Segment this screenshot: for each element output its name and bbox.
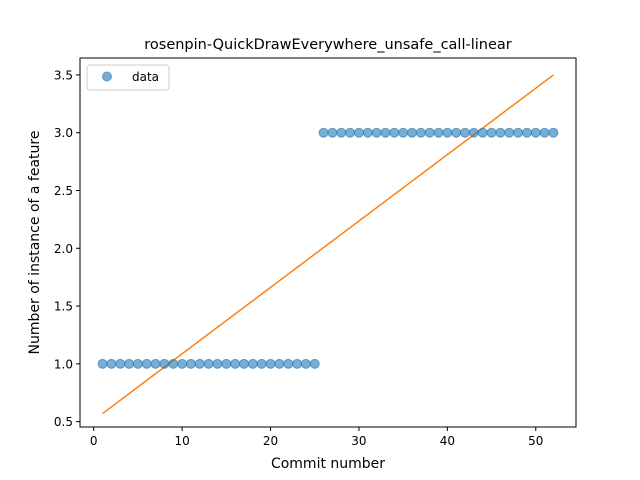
- data-point: [194, 358, 205, 369]
- legend-label-data: data: [132, 70, 159, 84]
- data-point: [362, 127, 373, 138]
- data-point: [495, 127, 506, 138]
- data-point: [433, 127, 444, 138]
- data-point: [318, 127, 329, 138]
- data-point: [97, 358, 108, 369]
- data-point: [539, 127, 550, 138]
- data-point: [256, 358, 267, 369]
- x-tick-label: 40: [440, 434, 455, 448]
- data-point: [141, 358, 152, 369]
- data-point: [371, 127, 382, 138]
- x-axis-label: Commit number: [271, 456, 385, 472]
- data-point: [185, 358, 196, 369]
- data-point: [504, 127, 515, 138]
- y-axis-label: Number of instance of a feature: [27, 131, 43, 355]
- y-tick-label: 0.5: [54, 415, 73, 429]
- data-point: [521, 127, 532, 138]
- data-point: [132, 358, 143, 369]
- data-point: [548, 127, 559, 138]
- data-point: [177, 358, 188, 369]
- x-tick-label: 0: [90, 434, 98, 448]
- x-tick-label: 10: [174, 434, 189, 448]
- data-point: [486, 127, 497, 138]
- data-point: [239, 358, 250, 369]
- data-point: [115, 358, 126, 369]
- data-point: [468, 127, 479, 138]
- data-point: [292, 358, 303, 369]
- data-point: [247, 358, 258, 369]
- data-point: [203, 358, 214, 369]
- data-point: [274, 358, 285, 369]
- data-point: [353, 127, 364, 138]
- data-point: [309, 358, 320, 369]
- data-point: [106, 358, 117, 369]
- legend: data: [86, 64, 170, 91]
- data-point: [336, 127, 347, 138]
- axes-frame: [79, 57, 577, 428]
- y-tick-label: 3.5: [54, 68, 73, 82]
- data-point: [389, 127, 400, 138]
- y-tick-label: 1.0: [54, 357, 73, 371]
- data-point: [460, 127, 471, 138]
- data-point: [300, 358, 311, 369]
- data-point: [159, 358, 170, 369]
- legend-box: [86, 64, 170, 91]
- x-tick-label: 30: [351, 434, 366, 448]
- y-tick-label: 1.5: [54, 300, 73, 314]
- data-point: [451, 127, 462, 138]
- data-point: [530, 127, 541, 138]
- y-tick-label: 2.5: [54, 184, 73, 198]
- data-point: [406, 127, 417, 138]
- data-point: [212, 358, 223, 369]
- x-tick-label: 50: [528, 434, 543, 448]
- y-tick-label: 2.0: [54, 242, 73, 256]
- data-point: [124, 358, 135, 369]
- chart-title: rosenpin-QuickDrawEverywhere_unsafe_call…: [144, 37, 512, 53]
- x-axis-ticks: 0 10 20 30 40 50: [90, 427, 543, 448]
- data-point: [283, 358, 294, 369]
- data-point: [221, 358, 232, 369]
- data-point: [513, 127, 524, 138]
- data-point: [424, 127, 435, 138]
- legend-marker: [102, 71, 112, 82]
- data-point: [380, 127, 391, 138]
- data-points-layer: [97, 127, 559, 369]
- data-point: [265, 358, 276, 369]
- data-point: [477, 127, 488, 138]
- data-point: [230, 358, 241, 369]
- data-point: [168, 358, 179, 369]
- data-point: [442, 127, 453, 138]
- data-point: [150, 358, 161, 369]
- data-point: [415, 127, 426, 138]
- y-axis-ticks: 0.5 1.0 1.5 2.0 2.5 3.0 3.5: [54, 68, 80, 429]
- data-point: [327, 127, 338, 138]
- data-point: [345, 127, 356, 138]
- x-tick-label: 20: [263, 434, 278, 448]
- data-point: [398, 127, 409, 138]
- y-tick-label: 3.0: [54, 126, 73, 140]
